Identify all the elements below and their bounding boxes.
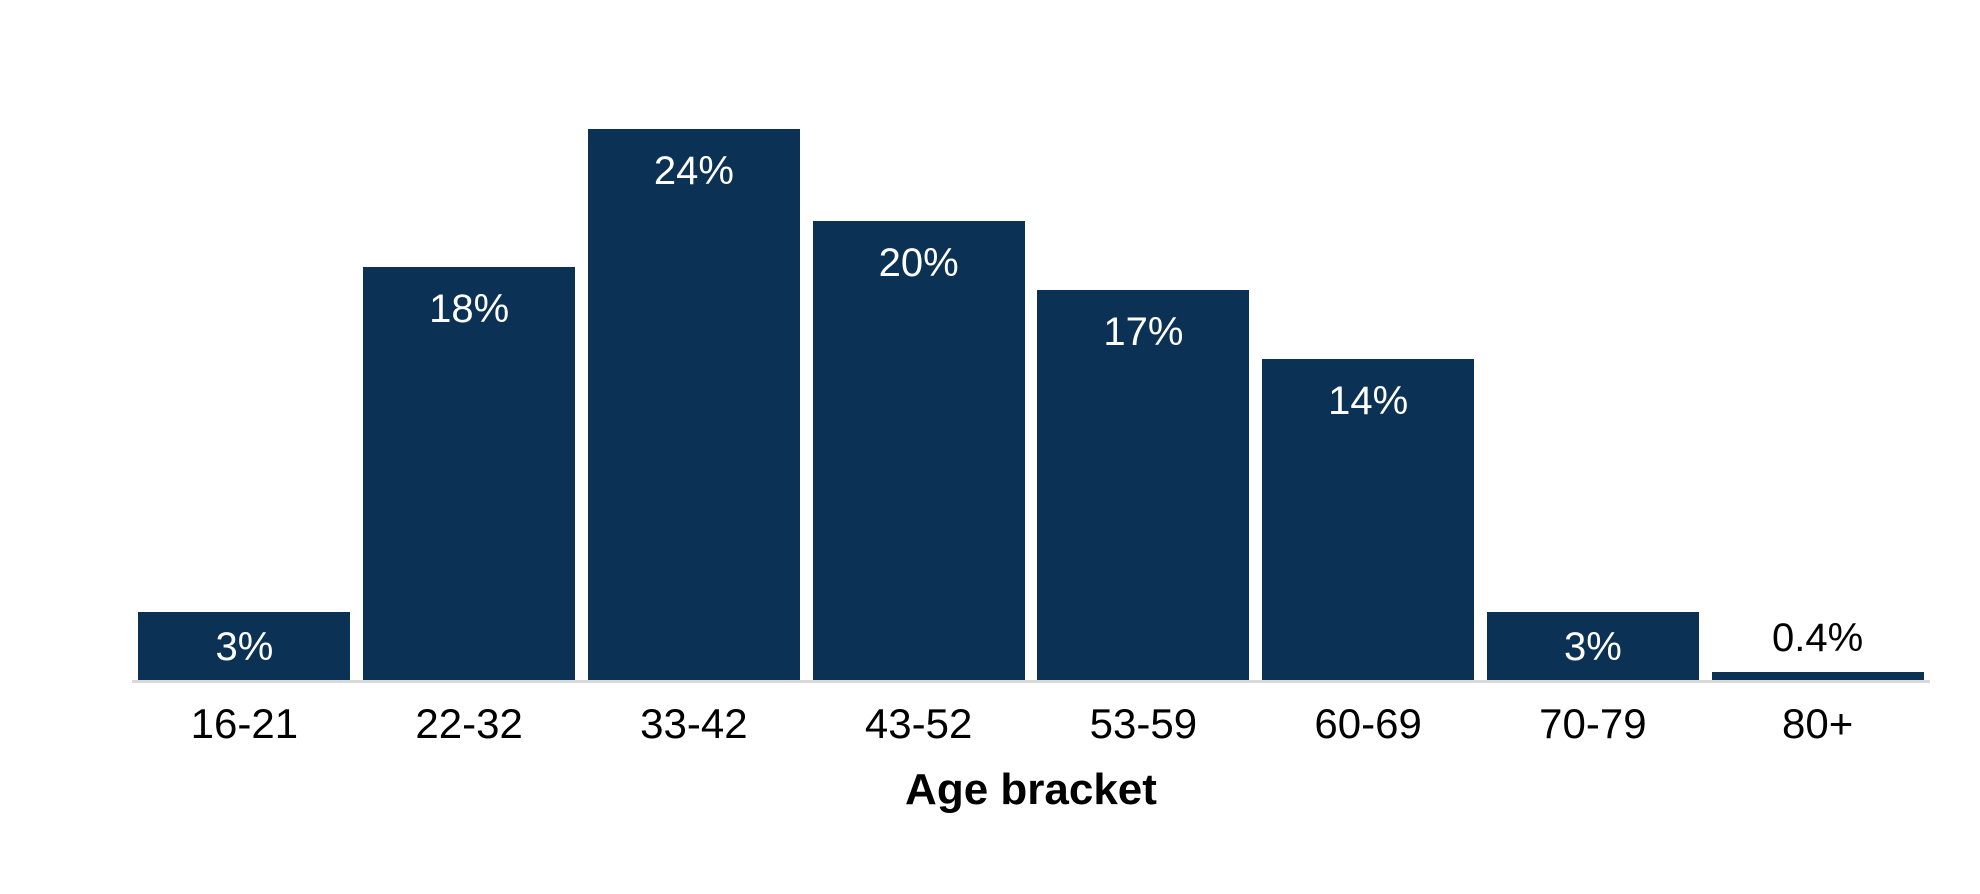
bar-43-52 xyxy=(812,221,1025,681)
bar-33-42 xyxy=(587,129,800,681)
bar-80+ xyxy=(1711,672,1924,681)
bar-value-label: 17% xyxy=(1103,310,1184,354)
bar-value-label: 0.4% xyxy=(1772,616,1864,660)
x-tick-label-60-69: 60-69 xyxy=(1314,700,1422,747)
x-axis-line xyxy=(132,680,1930,683)
bar-value-label: 3% xyxy=(1563,624,1622,669)
bar-22-32 xyxy=(363,267,576,681)
bar-53-59 xyxy=(1037,290,1250,681)
x-tick-label-53-59: 53-59 xyxy=(1089,700,1198,747)
bar-60-69 xyxy=(1262,359,1475,681)
x-tick-label-33-42: 33-42 xyxy=(640,700,748,747)
x-axis-tick-labels: 16-21 22-32 33-42 43-52 53-59 60-69 70-79 80+ xyxy=(132,703,1930,749)
plot-area: 3% 18% 24% 20% 17% 14% 3% 0.4% xyxy=(132,0,1930,681)
x-tick-label-70-79: 70-79 xyxy=(1539,700,1647,747)
bar-value-label: 18% xyxy=(429,287,510,331)
bar-70-79 xyxy=(1486,612,1699,681)
bar-value-label: 14% xyxy=(1328,379,1409,423)
bar-16-21 xyxy=(138,612,351,681)
x-tick-label-22-32: 22-32 xyxy=(415,700,523,747)
bar-value-label: 3% xyxy=(215,624,274,669)
bar-value-label: 24% xyxy=(653,149,734,193)
x-tick-label-16-21: 16-21 xyxy=(190,700,299,747)
x-tick-label-80+: 80+ xyxy=(1782,700,1854,747)
x-axis-title: Age bracket xyxy=(905,765,1157,814)
bar-value-label: 20% xyxy=(878,241,959,285)
x-tick-label-43-52: 43-52 xyxy=(864,700,973,747)
